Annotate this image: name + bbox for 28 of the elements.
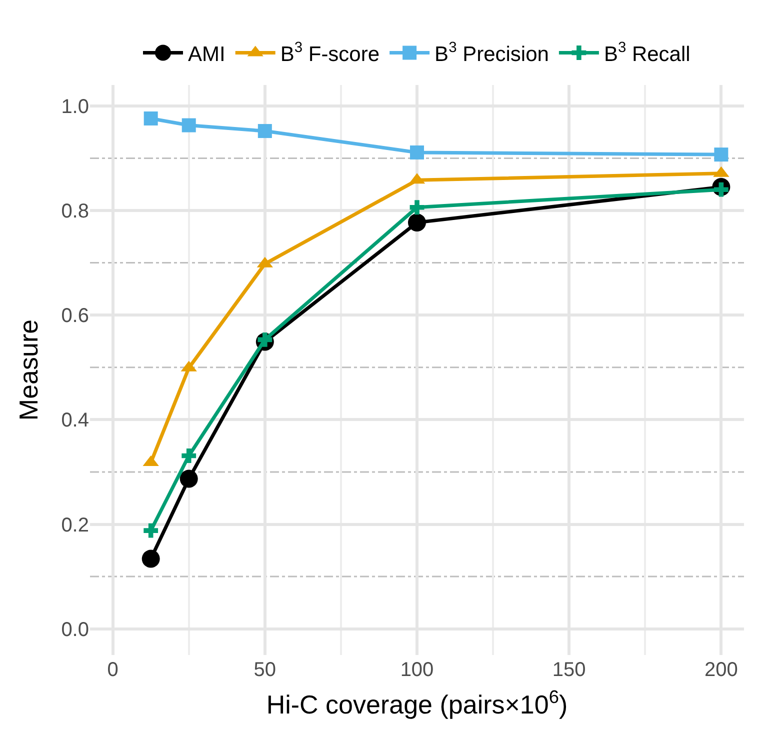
y-tick-label: 0.8 (61, 200, 89, 222)
y-tick-label: 1.0 (61, 96, 89, 118)
point (142, 550, 160, 568)
x-tick-label: 200 (704, 659, 738, 681)
x-tick-label: 50 (254, 659, 276, 681)
point (182, 118, 196, 132)
y-axis-title: Measure (14, 319, 44, 421)
point (408, 214, 426, 232)
y-tick-label: 0.0 (61, 618, 89, 641)
legend-label: B$^{3}$ Recall (604, 40, 690, 66)
legend-label: B$^{3}$ F-score (280, 40, 380, 66)
x-axis-title: Hi-C coverage (pairs×10$^{6}$) (266, 686, 568, 720)
x-tick-label: 150 (552, 659, 586, 681)
y-tick-label: 0.4 (61, 410, 89, 432)
x-tick-label: 100 (400, 659, 434, 681)
point (180, 470, 198, 488)
y-tick-label: 0.2 (61, 514, 89, 536)
x-tick-label: 0 (107, 659, 118, 681)
point (144, 111, 158, 126)
point (714, 148, 728, 162)
point (182, 448, 196, 463)
point (144, 523, 158, 538)
point (410, 145, 424, 160)
y-tick-label: 0.6 (61, 305, 89, 328)
legend-label: AMI (188, 42, 226, 66)
legend-label: B$^{3}$ Precision (434, 40, 549, 66)
point (410, 200, 424, 215)
point (258, 124, 272, 138)
